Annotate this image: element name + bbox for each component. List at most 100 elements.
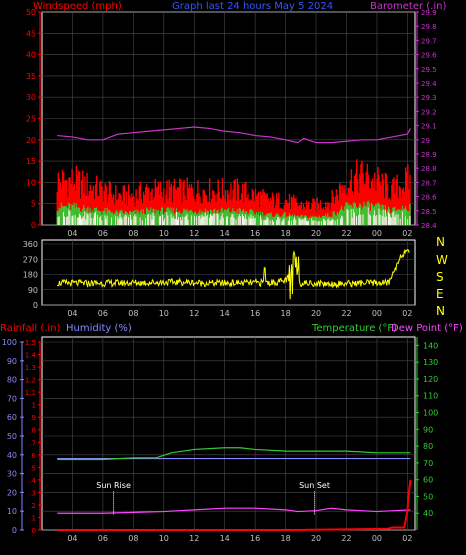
humidity-tick-label: 70 — [7, 394, 17, 403]
barometer-tick-label: 28.4 — [421, 222, 437, 230]
rainfall-tick-label: .4 — [29, 477, 36, 485]
climate-x-tick-label: 20 — [311, 534, 321, 543]
direction-tick-label: 90 — [28, 286, 38, 295]
wind-x-tick-label: 20 — [311, 229, 321, 238]
temperature-tick-label: 60 — [423, 476, 433, 485]
direction-x-tick-label: 20 — [311, 309, 321, 318]
climate-x-tick-label: 18 — [280, 534, 290, 543]
rainfall-tick-label: .6 — [29, 452, 36, 460]
direction-x-tick-label: 18 — [280, 309, 290, 318]
temperature-tick-label: 100 — [423, 409, 438, 418]
direction-x-tick-label: 10 — [159, 309, 169, 318]
temperature-tick-label: 80 — [423, 442, 433, 451]
windspeed-tick-label: 30 — [26, 93, 36, 102]
temperature-tick-label: 50 — [423, 492, 433, 501]
barometer-tick-label: 29.1 — [421, 123, 437, 131]
temperature-tick-label: 40 — [423, 509, 433, 518]
climate-x-tick-label: 00 — [372, 534, 382, 543]
direction-x-tick-label: 22 — [341, 309, 351, 318]
rainfall-tick-label: 1.3 — [25, 364, 36, 372]
direction-tick-label: 360 — [23, 240, 38, 249]
rainfall-tick-label: .7 — [29, 439, 36, 447]
temperature-tick-label: 140 — [423, 341, 438, 350]
humidity-tick-label: 30 — [7, 470, 17, 479]
direction-x-tick-label: 00 — [372, 309, 382, 318]
compass-label-e: E — [436, 287, 444, 301]
climate-x-tick-label: 08 — [128, 534, 138, 543]
rainfall-tick-label: .3 — [29, 489, 36, 497]
barometer-tick-label: 29.4 — [421, 80, 437, 88]
rainfall-tick-label: 1.1 — [25, 389, 36, 397]
humidity-tick-label: 50 — [7, 432, 17, 441]
humidity-tick-label: 40 — [7, 451, 17, 460]
direction-x-tick-label: 14 — [220, 309, 230, 318]
windspeed-series — [56, 159, 411, 225]
compass-label-w: W — [436, 253, 448, 267]
wind-x-tick-label: 16 — [250, 229, 260, 238]
windspeed-axis-title: Windspeed (mph) — [33, 1, 122, 12]
direction-panel-frame — [41, 239, 416, 306]
wind-x-tick-label: 04 — [67, 229, 77, 238]
rainfall-tick-label: 1.2 — [25, 377, 36, 385]
temperature-tick-label: 90 — [423, 425, 433, 434]
wind-x-tick-label: 14 — [220, 229, 230, 238]
climate-x-tick-label: 22 — [341, 534, 351, 543]
barometer-tick-label: 29.9 — [421, 9, 437, 17]
windspeed-tick-label: 40 — [26, 51, 36, 60]
rainfall-line — [57, 479, 412, 531]
humidity-tick-label: 80 — [7, 376, 17, 385]
humidity-tick-label: 0 — [12, 526, 17, 535]
rainfall-tick-label: 0 — [32, 527, 36, 535]
barometer-tick-label: 29.6 — [421, 52, 437, 60]
rainfall-tick-label: .2 — [29, 502, 36, 510]
barometer-tick-label: 28.5 — [421, 208, 437, 216]
climate-panel-frame — [41, 336, 416, 531]
wind-x-tick-label: 22 — [341, 229, 351, 238]
direction-x-tick-label: 02 — [402, 309, 412, 318]
barometer-tick-label: 28.8 — [421, 165, 437, 173]
barometer-axis-title: Barometer (.in) — [370, 1, 446, 12]
direction-x-tick-label: 12 — [189, 309, 199, 318]
compass-label-n1: N — [436, 235, 445, 249]
temperature-tick-label: 120 — [423, 375, 438, 384]
windspeed-tick-label: 15 — [26, 157, 36, 166]
windspeed-tick-label: 10 — [26, 178, 36, 187]
temperature-tick-label: 110 — [423, 392, 438, 401]
sunrise-label: Sun Rise — [96, 481, 131, 490]
direction-x-tick-label: 16 — [250, 309, 260, 318]
windspeed-tick-label: 45 — [26, 29, 36, 38]
windspeed-tick-label: 5 — [31, 200, 36, 209]
wind-x-tick-label: 02 — [402, 229, 412, 238]
climate-x-tick-label: 16 — [250, 534, 260, 543]
chart-marks: 04 06 08 10 12 14 16 18 20 22 00 020510152025303540… — [2, 8, 439, 543]
barometer-tick-label: 29.3 — [421, 94, 437, 102]
wind-x-tick-label: 12 — [189, 229, 199, 238]
humidity-tick-label: 90 — [7, 357, 17, 366]
climate-x-tick-label: 06 — [98, 534, 108, 543]
compass-label-n2: N — [436, 304, 445, 318]
climate-x-tick-label: 14 — [220, 534, 230, 543]
direction-x-tick-label: 08 — [128, 309, 138, 318]
temperature-tick-label: 130 — [423, 358, 438, 367]
wind-x-tick-label: 10 — [159, 229, 169, 238]
temperature-line — [57, 447, 411, 461]
dewpoint-line — [57, 507, 411, 514]
wind-direction-trace — [56, 248, 410, 300]
temperature-tick-label: 70 — [423, 459, 433, 468]
barometer-tick-label: 29 — [421, 137, 430, 145]
temperature-axis-title: Temperature (°F) — [311, 323, 397, 334]
windspeed-tick-label: 0 — [31, 221, 36, 230]
climate-x-tick-label: 12 — [189, 534, 199, 543]
windspeed-tick-label: 50 — [26, 8, 36, 17]
rainfall-tick-label: 1.4 — [25, 352, 37, 360]
humidity-axis-title: Humidity (%) — [66, 323, 132, 334]
rainfall-axis-title: Rainfall (.in) — [0, 323, 61, 334]
direction-tick-label: 180 — [23, 271, 38, 280]
windspeed-tick-label: 25 — [26, 115, 36, 124]
rainfall-tick-label: .8 — [29, 427, 36, 435]
windspeed-tick-label: 20 — [26, 136, 36, 145]
rainfall-tick-label: 1 — [32, 402, 36, 410]
climate-x-tick-label: 02 — [402, 534, 412, 543]
barometer-tick-label: 28.9 — [421, 151, 437, 159]
